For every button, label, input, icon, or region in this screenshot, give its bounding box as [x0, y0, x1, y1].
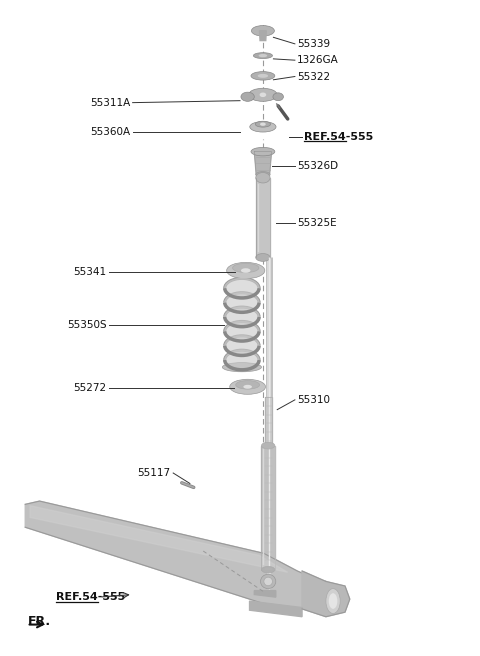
Polygon shape: [302, 571, 350, 617]
Polygon shape: [254, 590, 276, 597]
Ellipse shape: [251, 148, 275, 156]
Text: 55310: 55310: [297, 395, 330, 405]
Text: 55326D: 55326D: [297, 161, 338, 171]
Text: 55322: 55322: [297, 72, 330, 81]
Ellipse shape: [252, 26, 275, 36]
Text: 1326GA: 1326GA: [297, 55, 339, 65]
Ellipse shape: [273, 93, 283, 100]
Text: 55311A: 55311A: [90, 98, 130, 108]
Polygon shape: [25, 501, 326, 609]
Text: 55117: 55117: [138, 468, 171, 478]
Text: 55272: 55272: [73, 383, 107, 393]
Ellipse shape: [236, 380, 260, 389]
Ellipse shape: [230, 379, 265, 394]
Ellipse shape: [222, 363, 262, 372]
Ellipse shape: [249, 89, 277, 101]
Ellipse shape: [251, 72, 275, 80]
Polygon shape: [30, 506, 288, 572]
Ellipse shape: [256, 173, 270, 183]
Ellipse shape: [243, 385, 252, 389]
Ellipse shape: [256, 172, 270, 177]
Ellipse shape: [260, 123, 266, 126]
Ellipse shape: [253, 52, 273, 58]
Ellipse shape: [260, 92, 266, 97]
Polygon shape: [250, 601, 302, 617]
Polygon shape: [265, 397, 273, 445]
Text: 55339: 55339: [297, 39, 330, 49]
Ellipse shape: [255, 121, 271, 127]
Polygon shape: [262, 445, 275, 569]
Polygon shape: [225, 307, 259, 327]
Ellipse shape: [264, 577, 273, 586]
Polygon shape: [256, 178, 270, 257]
Text: REF.54-555: REF.54-555: [304, 132, 373, 142]
Polygon shape: [225, 336, 259, 356]
Ellipse shape: [329, 593, 337, 609]
Ellipse shape: [227, 262, 265, 279]
Polygon shape: [225, 321, 259, 341]
Ellipse shape: [241, 268, 251, 273]
Text: 55341: 55341: [73, 268, 107, 277]
Polygon shape: [225, 350, 259, 370]
Ellipse shape: [326, 588, 340, 613]
Ellipse shape: [258, 74, 268, 78]
Ellipse shape: [241, 92, 254, 101]
Ellipse shape: [233, 263, 259, 272]
Text: FR.: FR.: [28, 615, 51, 628]
Ellipse shape: [261, 574, 276, 588]
Ellipse shape: [256, 253, 270, 261]
Polygon shape: [260, 31, 266, 41]
Text: 55360A: 55360A: [90, 127, 130, 137]
Polygon shape: [225, 278, 259, 298]
Polygon shape: [254, 152, 272, 174]
Ellipse shape: [259, 54, 267, 57]
Ellipse shape: [262, 442, 275, 449]
Text: 55325E: 55325E: [297, 218, 337, 228]
Ellipse shape: [262, 566, 275, 573]
Text: REF.54-555: REF.54-555: [56, 592, 125, 602]
Ellipse shape: [250, 121, 276, 132]
Polygon shape: [225, 293, 259, 312]
Text: 55350S: 55350S: [67, 319, 107, 330]
